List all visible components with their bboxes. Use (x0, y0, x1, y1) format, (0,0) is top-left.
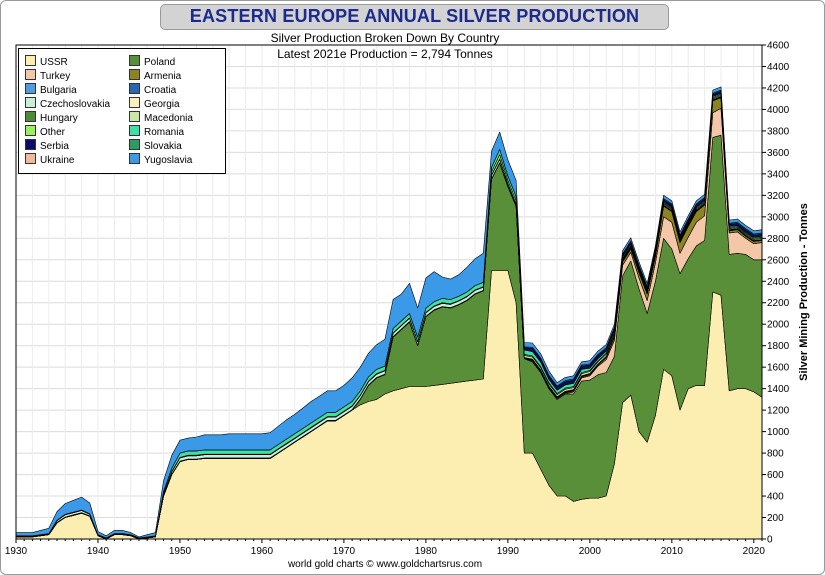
y-tick-label: 4000 (767, 105, 790, 116)
y-tick-label: 2600 (767, 255, 790, 266)
y-tick-label: 1400 (767, 384, 790, 395)
chart-subtitle: Silver Production Broken Down By Country (270, 31, 500, 45)
x-tick-label: 2010 (661, 546, 684, 557)
x-tick-label: 2020 (743, 546, 766, 557)
legend-label: Georgia (144, 99, 180, 110)
y-tick-label: 1000 (767, 427, 790, 438)
x-tick-label: 1990 (497, 546, 520, 557)
y-tick-label: 4400 (767, 62, 790, 73)
legend-item-czechoslovakia: Czechoslovakia (25, 97, 110, 111)
legend-item-other: Other (25, 125, 65, 139)
legend-item-hungary: Hungary (25, 111, 78, 125)
chart-footer-credit: world gold charts © www.goldchartsrus.co… (287, 559, 483, 570)
x-tick-label: 1950 (169, 546, 192, 557)
y-tick-label: 600 (767, 470, 784, 481)
y-tick-label: 800 (767, 449, 784, 460)
y-tick-label: 1200 (767, 406, 790, 417)
y-tick-label: 4200 (767, 83, 790, 94)
legend-item-turkey: Turkey (25, 69, 70, 83)
y-tick-label: 4600 (767, 41, 790, 52)
legend-label: Yugoslavia (144, 155, 193, 166)
chart-title-bar: EASTERN EUROPE ANNUAL SILVER PRODUCTION (160, 4, 669, 30)
legend-label: Poland (144, 57, 176, 68)
y-tick-label: 2400 (767, 277, 790, 288)
legend-swatch (25, 153, 36, 164)
legend-label: USSR (40, 57, 68, 68)
x-axis-ticks: 1930 1940 1950 1960 1970 1980 1990 2000 2010 2020 (5, 539, 765, 557)
y-axis-ticks: 0 200 400 600 800 1000 1200 1400 1600 1800 2000 220… (762, 41, 790, 546)
legend-item-romania: Romania (129, 125, 184, 139)
x-tick-label: 2000 (579, 546, 602, 557)
y-tick-label: 0 (767, 535, 773, 546)
y-tick-label: 2000 (767, 320, 790, 331)
y-tick-label: 200 (767, 513, 784, 524)
legend-label: Bulgaria (40, 85, 77, 96)
legend-label: Other (40, 127, 66, 138)
legend-label: Macedonia (144, 113, 193, 124)
plot-border (15, 44, 763, 540)
legend-swatch (129, 83, 140, 94)
chart-latest-production: Latest 2021e Production = 2,794 Tonnes (277, 47, 493, 61)
y-tick-label: 3000 (767, 212, 790, 223)
y-tick-label: 3400 (767, 169, 790, 180)
y-axis-label: Silver Mining Production - Tonnes (798, 203, 810, 381)
legend-swatch (25, 139, 36, 150)
legend-label: Turkey (40, 71, 71, 82)
legend-label: Croatia (144, 85, 177, 96)
legend-swatch (25, 55, 36, 66)
legend-item-poland: Poland (129, 55, 175, 69)
legend-swatch (129, 139, 140, 150)
legend-label: Ukraine (40, 155, 75, 166)
y-tick-label: 2800 (767, 234, 790, 245)
legend-label: Czechoslovakia (40, 99, 111, 110)
x-tick-label: 1940 (87, 546, 110, 557)
legend-label: Hungary (40, 113, 78, 124)
legend-swatch (129, 55, 140, 66)
legend-item-armenia: Armenia (129, 69, 181, 83)
x-tick-label: 1930 (5, 546, 28, 557)
y-tick-label: 3600 (767, 148, 790, 159)
legend-swatch (129, 97, 140, 108)
legend-swatch (25, 83, 36, 94)
legend-item-slovakia: Slovakia (129, 139, 182, 153)
legend-swatch (129, 125, 140, 136)
legend-swatch (25, 111, 36, 122)
y-tick-label: 400 (767, 492, 784, 503)
y-tick-label: 3800 (767, 126, 790, 137)
legend-swatch (25, 125, 36, 136)
y-tick-label: 2200 (767, 298, 790, 309)
legend-item-ukraine: Ukraine (25, 153, 74, 167)
legend-label: Armenia (144, 71, 182, 82)
legend-item-georgia: Georgia (129, 97, 180, 111)
y-tick-label: 3200 (767, 191, 790, 202)
legend-label: Romania (144, 127, 185, 138)
x-tick-label: 1980 (415, 546, 438, 557)
legend-item-croatia: Croatia (129, 83, 176, 97)
legend-item-macedonia: Macedonia (129, 111, 193, 125)
legend-swatch (129, 69, 140, 80)
y-tick-label: 1800 (767, 341, 790, 352)
legend-item-bulgaria: Bulgaria (25, 83, 77, 97)
legend-item-serbia: Serbia (25, 139, 69, 153)
legend-swatch (129, 153, 140, 164)
legend-item-ussr: USSR (25, 55, 68, 69)
legend-swatch (25, 97, 36, 108)
y-tick-label: 1600 (767, 363, 790, 374)
legend-label: Serbia (40, 141, 69, 152)
chart-title: EASTERN EUROPE ANNUAL SILVER PRODUCTION (189, 6, 640, 26)
legend-label: Slovakia (144, 141, 182, 152)
legend-item-yugoslavia: Yugoslavia (129, 153, 192, 167)
legend-swatch (129, 111, 140, 122)
chart-legend: USSR Poland Turkey Armenia Bulgaria Croatia Cz… (18, 48, 226, 174)
legend-swatch (25, 69, 36, 80)
x-tick-label: 1960 (251, 546, 274, 557)
x-tick-label: 1970 (333, 546, 356, 557)
